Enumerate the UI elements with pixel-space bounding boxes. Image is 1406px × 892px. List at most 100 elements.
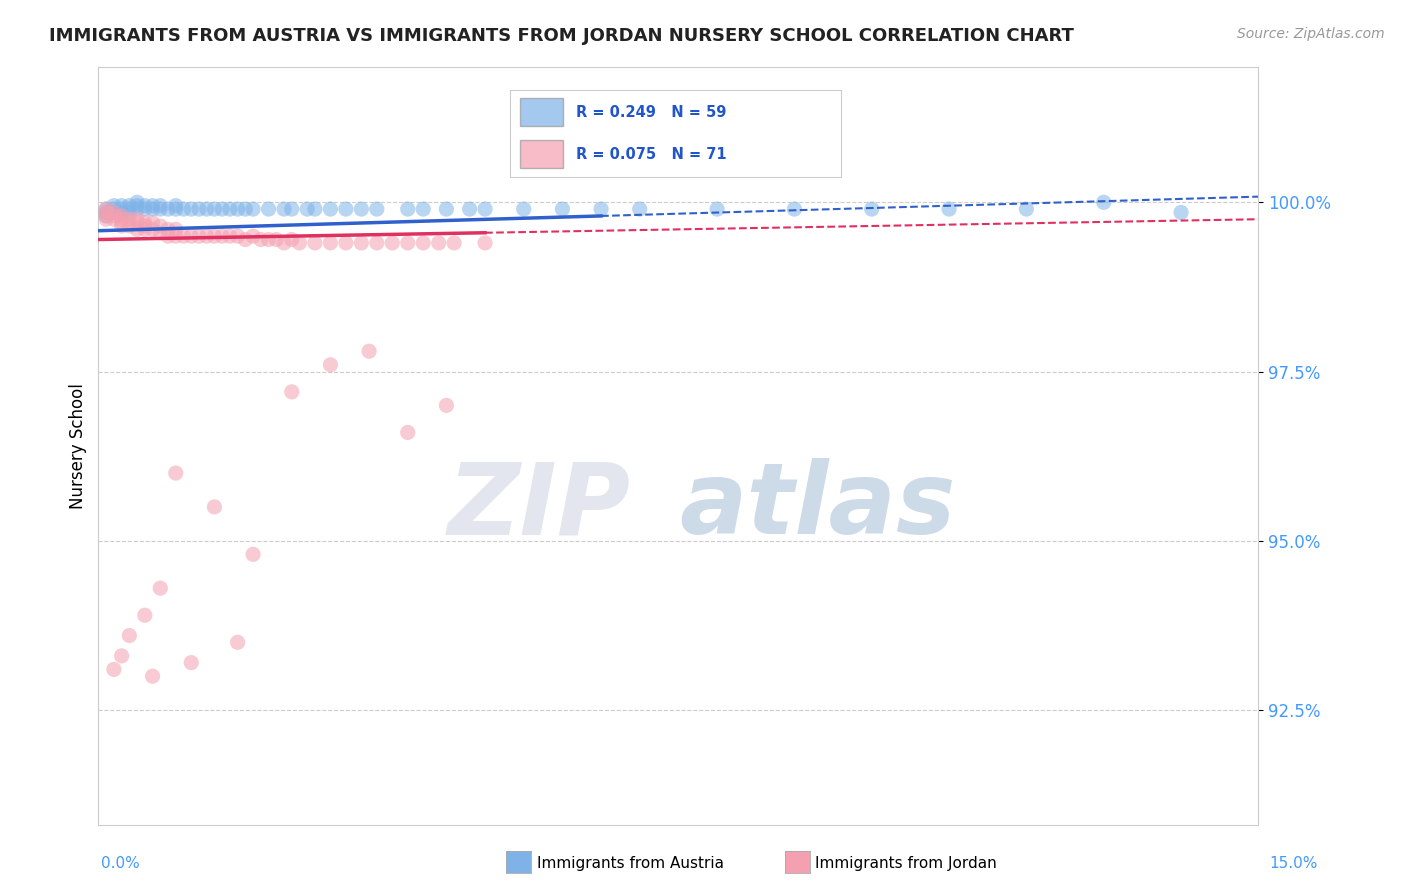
Point xyxy=(103,202,125,216)
Point xyxy=(165,202,187,216)
Point xyxy=(96,212,118,227)
Point xyxy=(103,662,125,676)
Point xyxy=(157,202,180,216)
Point xyxy=(359,344,381,359)
Point xyxy=(281,202,304,216)
Point xyxy=(335,235,357,250)
Point xyxy=(96,209,118,223)
Point xyxy=(204,500,226,514)
Point xyxy=(134,199,156,213)
Point xyxy=(149,199,172,213)
Point xyxy=(226,229,249,244)
Point xyxy=(591,202,613,216)
Point xyxy=(188,202,211,216)
Point xyxy=(118,216,141,230)
Point xyxy=(111,202,132,216)
Point xyxy=(412,235,434,250)
Point xyxy=(211,202,233,216)
Point xyxy=(938,202,960,216)
Point xyxy=(366,202,388,216)
Point xyxy=(219,202,242,216)
Point xyxy=(273,235,295,250)
Point xyxy=(195,229,218,244)
Text: atlas: atlas xyxy=(679,458,956,555)
Point xyxy=(127,195,149,210)
Point xyxy=(474,202,496,216)
Point xyxy=(436,202,458,216)
Point xyxy=(141,222,165,236)
Point xyxy=(118,219,141,233)
Point xyxy=(235,233,257,247)
Point xyxy=(127,212,149,227)
Point xyxy=(134,216,156,230)
Point xyxy=(103,212,125,227)
Point xyxy=(111,205,132,219)
Point xyxy=(180,229,202,244)
Point xyxy=(1170,205,1192,219)
Point xyxy=(127,222,149,236)
Point xyxy=(157,222,180,236)
Point xyxy=(134,222,156,236)
Point xyxy=(149,202,172,216)
Point xyxy=(118,205,141,219)
Point xyxy=(111,209,132,223)
Point xyxy=(242,547,264,561)
Point xyxy=(281,233,304,247)
Point xyxy=(188,229,211,244)
Point xyxy=(165,199,187,213)
Point xyxy=(264,233,288,247)
Text: 15.0%: 15.0% xyxy=(1270,856,1317,871)
Point xyxy=(149,219,172,233)
Point xyxy=(257,233,280,247)
Point xyxy=(204,202,226,216)
Point xyxy=(706,202,728,216)
Text: Source: ZipAtlas.com: Source: ZipAtlas.com xyxy=(1237,27,1385,41)
Point xyxy=(513,202,536,216)
Point xyxy=(111,648,132,663)
Point xyxy=(783,202,806,216)
Point xyxy=(219,229,242,244)
Y-axis label: Nursery School: Nursery School xyxy=(69,383,87,509)
Point xyxy=(96,209,118,223)
Point xyxy=(141,199,165,213)
Text: ZIP: ZIP xyxy=(447,458,631,555)
Point xyxy=(180,202,202,216)
Point xyxy=(443,235,465,250)
Point xyxy=(96,205,118,219)
Point xyxy=(281,384,304,399)
Point xyxy=(118,199,141,213)
Point xyxy=(551,202,574,216)
Point xyxy=(335,202,357,216)
Point xyxy=(111,216,132,230)
Point xyxy=(141,669,165,683)
Point xyxy=(96,202,118,216)
Point xyxy=(134,608,156,623)
Point xyxy=(118,202,141,216)
Point xyxy=(165,229,187,244)
Point xyxy=(273,202,295,216)
Point xyxy=(860,202,883,216)
Point xyxy=(157,229,180,244)
Point xyxy=(297,202,319,216)
Text: Immigrants from Jordan: Immigrants from Jordan xyxy=(815,856,997,871)
Point xyxy=(226,202,249,216)
Point xyxy=(250,233,273,247)
Point xyxy=(1015,202,1038,216)
Point xyxy=(103,199,125,213)
Point xyxy=(242,202,264,216)
Point xyxy=(172,202,194,216)
Point xyxy=(226,635,249,649)
Point xyxy=(149,226,172,240)
Point xyxy=(319,358,342,372)
Point xyxy=(381,235,404,250)
Point xyxy=(288,235,311,250)
Point xyxy=(396,202,419,216)
Point xyxy=(96,202,118,216)
Point xyxy=(103,209,125,223)
Point xyxy=(195,202,218,216)
Point xyxy=(118,212,141,227)
Point xyxy=(242,229,264,244)
Text: Immigrants from Austria: Immigrants from Austria xyxy=(537,856,724,871)
Point xyxy=(412,202,434,216)
Text: 0.0%: 0.0% xyxy=(101,856,141,871)
